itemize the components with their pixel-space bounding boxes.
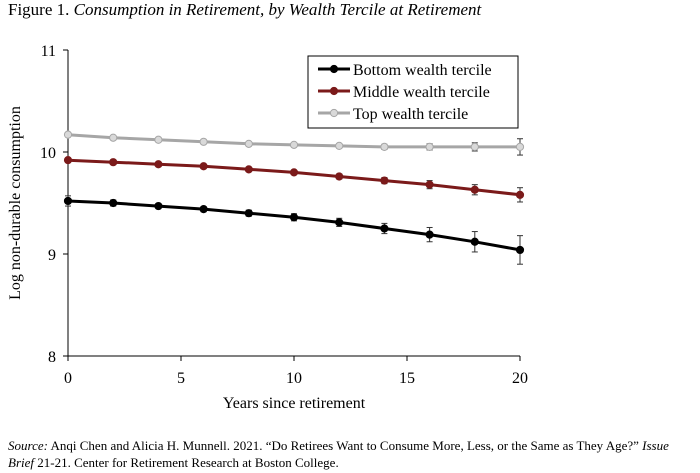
data-point-top <box>199 137 208 146</box>
legend-item-bottom: Bottom wealth tercile <box>318 62 492 79</box>
series-line-bottom <box>67 199 521 252</box>
data-point-middle <box>109 158 118 167</box>
x-tick-label: 0 <box>64 370 72 387</box>
y-axis: 8 9 10 11 <box>40 43 69 366</box>
series-top <box>63 130 525 156</box>
data-point-top <box>109 133 118 142</box>
source-note: Source: Anqi Chen and Alicia H. Munnell.… <box>8 437 698 471</box>
source-label: Source: <box>8 438 48 453</box>
data-point-bottom <box>244 209 253 218</box>
source-text-2: 21-21. Center for Retirement Research at… <box>37 455 339 470</box>
series-middle <box>63 156 525 203</box>
legend: Bottom wealth tercile Middle wealth terci… <box>307 55 519 129</box>
data-point-middle <box>199 162 208 171</box>
y-tick-label: 8 <box>48 349 56 366</box>
x-tick-label: 15 <box>399 370 415 387</box>
x-tick-label: 20 <box>512 370 528 387</box>
legend-label: Top wealth tercile <box>353 106 468 123</box>
data-point-middle <box>154 160 163 169</box>
data-point-bottom <box>109 198 118 208</box>
y-tick-label: 9 <box>48 247 56 264</box>
data-point-top <box>289 140 299 149</box>
data-point-middle <box>335 172 344 181</box>
data-point-middle <box>380 176 389 185</box>
data-point-top <box>515 142 525 151</box>
legend-items: Bottom wealth tercile Middle wealth terci… <box>318 62 492 123</box>
data-point-top <box>470 142 479 151</box>
series-group <box>63 130 525 265</box>
x-axis-label: Years since retirement <box>223 395 366 412</box>
x-tick-label: 5 <box>177 370 185 387</box>
data-point-bottom <box>199 205 208 214</box>
data-point-top <box>425 142 434 151</box>
data-point-bottom <box>335 218 344 227</box>
figure-title: Figure 1. Consumption in Retirement, by … <box>8 0 481 20</box>
figure-label: Figure 1. <box>8 0 70 19</box>
data-point-top <box>154 135 163 144</box>
figure-title-text: Consumption in Retirement, by Wealth Ter… <box>73 0 482 19</box>
data-point-bottom <box>470 237 479 246</box>
y-tick-label: 10 <box>40 145 56 162</box>
source-publication: Issue Brief <box>8 438 669 470</box>
data-point-bottom <box>425 230 434 239</box>
source-text: Anqi Chen and Alicia H. Munnell. 2021. “… <box>50 438 639 453</box>
x-tick-label: 10 <box>286 370 302 387</box>
data-point-top <box>63 130 73 139</box>
series-line-middle <box>67 158 521 197</box>
y-axis-label: Log non-durable consumption <box>7 106 24 300</box>
data-point-bottom <box>154 201 163 211</box>
legend-item-top: Top wealth tercile <box>318 106 468 123</box>
legend-swatch-marker <box>329 86 339 96</box>
x-axis: 0 5 10 15 20 <box>64 355 528 387</box>
data-point-bottom <box>515 245 525 255</box>
data-point-top <box>335 141 344 150</box>
legend-item-middle: Middle wealth tercile <box>318 84 490 101</box>
x-ticks: 0 5 10 15 20 <box>64 356 528 387</box>
data-point-middle <box>289 168 299 177</box>
data-point-middle <box>425 180 434 189</box>
data-point-top <box>380 142 389 151</box>
y-tick-label: 11 <box>41 43 56 60</box>
data-point-bottom <box>289 213 299 222</box>
data-point-middle <box>470 185 479 194</box>
data-point-bottom <box>380 224 389 233</box>
data-point-bottom <box>63 196 73 206</box>
legend-swatch-marker <box>329 64 339 74</box>
data-point-middle <box>63 156 73 165</box>
data-point-middle <box>515 190 525 199</box>
line-chart: 8 9 10 11 0 5 10 15 20 Log non-durable consumpt… <box>7 43 528 412</box>
y-ticks: 8 9 10 11 <box>40 43 68 366</box>
legend-swatch-marker <box>329 108 339 118</box>
legend-label: Middle wealth tercile <box>353 84 490 101</box>
data-point-middle <box>244 165 253 174</box>
data-point-top <box>244 139 253 148</box>
legend-label: Bottom wealth tercile <box>353 62 492 79</box>
series-bottom <box>63 195 525 265</box>
